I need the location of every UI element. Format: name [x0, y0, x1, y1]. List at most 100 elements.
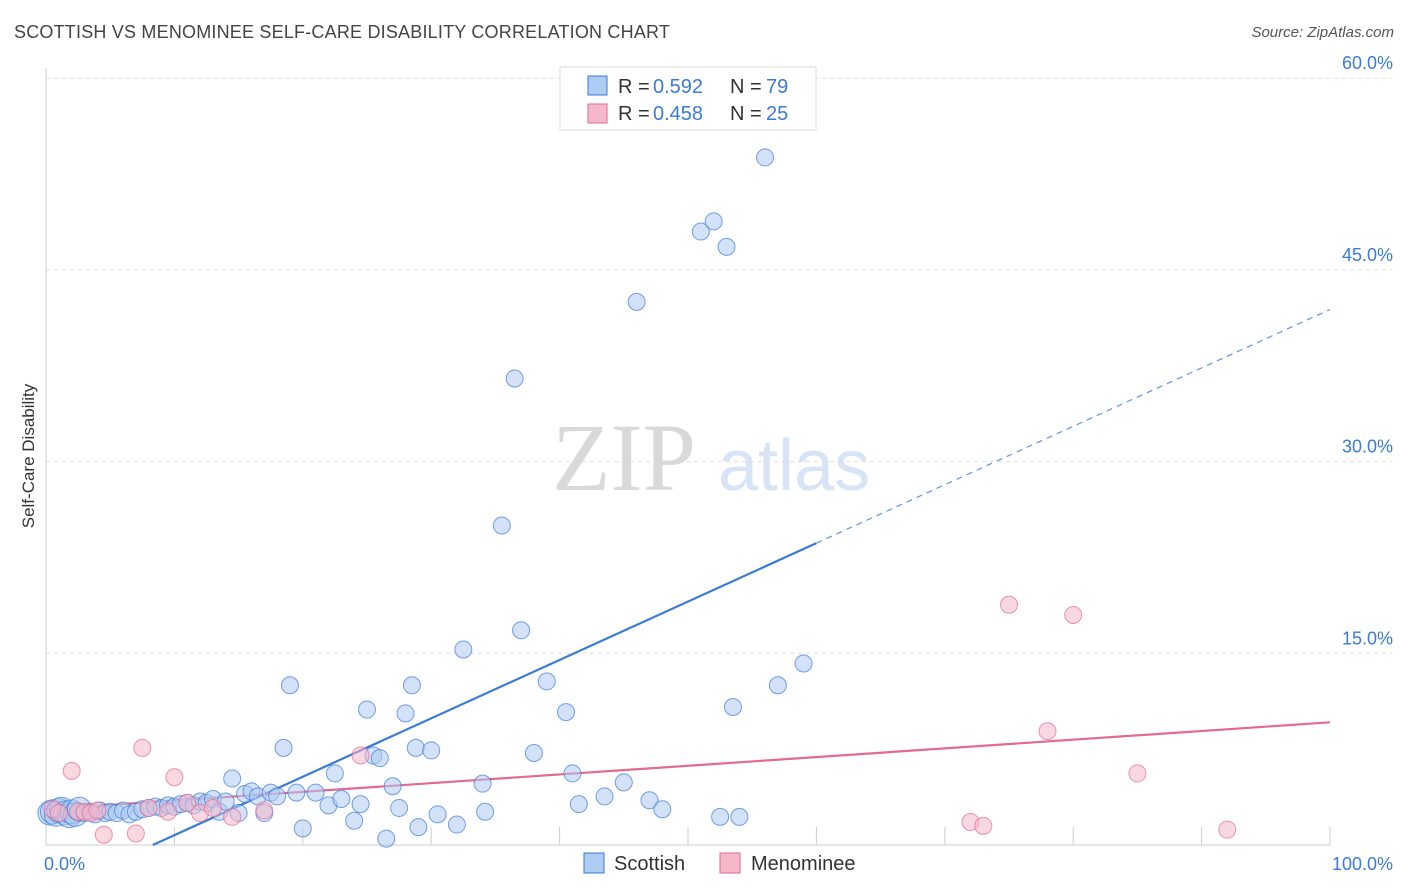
legend-bottom-label-scottish: Scottish [614, 853, 685, 875]
point-scottish-80 [653, 800, 672, 819]
point-menominee-18 [351, 746, 370, 765]
point-scottish-50 [345, 811, 364, 830]
point-scottish-72 [537, 672, 556, 691]
legend-menominee-r-label: R = [618, 103, 650, 125]
point-scottish-88 [768, 676, 787, 695]
point-scottish-74 [563, 764, 582, 783]
point-menominee-15 [203, 798, 222, 817]
point-menominee-2 [62, 761, 81, 780]
y-axis-label: Self-Care Disability [19, 383, 38, 528]
y-tick-label-1: 30.0% [1342, 437, 1393, 457]
point-scottish-63 [428, 805, 447, 824]
point-scottish-79 [640, 791, 659, 810]
legend-bottom-swatch-menominee [719, 852, 741, 874]
legend-stats: R = 0.592 N = 79 R = 0.458 N = 25 [559, 66, 817, 131]
point-scottish-85 [723, 697, 742, 716]
point-scottish-57 [390, 798, 409, 817]
data-points [37, 148, 1237, 848]
point-scottish-73 [557, 703, 576, 722]
point-scottish-89 [794, 654, 813, 673]
point-menominee-7 [94, 825, 113, 844]
point-menominee-12 [165, 768, 184, 787]
legend-bottom-swatch-scottish [583, 852, 605, 874]
point-scottish-45 [293, 819, 312, 838]
point-scottish-67 [476, 802, 495, 821]
point-scottish-70 [512, 621, 531, 640]
watermark-atlas: atlas [718, 426, 870, 506]
point-scottish-75 [569, 795, 588, 814]
x-tick-label-max: 100.0% [1332, 854, 1393, 874]
point-scottish-34 [223, 769, 242, 788]
trendline-scottish-extension [816, 308, 1331, 544]
point-menominee-20 [974, 816, 993, 835]
point-scottish-61 [409, 818, 428, 837]
point-scottish-81 [691, 222, 710, 241]
watermark-zip: ZIP [552, 404, 696, 511]
point-menominee-8 [126, 824, 145, 843]
point-scottish-71 [524, 743, 543, 762]
point-scottish-62 [422, 741, 441, 760]
point-scottish-65 [454, 640, 473, 659]
legend-bottom-label-menominee: Menominee [751, 853, 856, 875]
point-menominee-13 [178, 793, 197, 812]
legend-series: Scottish Menominee [583, 852, 856, 875]
x-tick-label-min: 0.0% [44, 854, 85, 874]
point-scottish-76 [595, 787, 614, 806]
point-scottish-59 [402, 676, 421, 695]
point-scottish-66 [473, 774, 492, 793]
legend-swatch-menominee [587, 103, 608, 124]
point-menominee-23 [1064, 605, 1083, 624]
point-scottish-78 [627, 292, 646, 311]
axes [45, 68, 1331, 846]
point-scottish-77 [614, 773, 633, 792]
point-menominee-17 [255, 801, 274, 820]
point-menominee-21 [1000, 595, 1018, 614]
point-scottish-41 [268, 787, 287, 806]
legend-scottish-r-value: 0.592 [653, 76, 703, 98]
y-tick-label-2: 45.0% [1342, 245, 1393, 265]
point-menominee-6 [88, 801, 107, 820]
y-tick-label-3: 60.0% [1342, 53, 1393, 73]
point-menominee-25 [1218, 820, 1237, 839]
point-menominee-10 [139, 798, 158, 817]
point-scottish-68 [492, 516, 511, 535]
tick-labels: 15.0% 30.0% 45.0% 60.0% 0.0% 100.0% [44, 53, 1393, 874]
point-scottish-52 [358, 700, 376, 719]
point-scottish-44 [287, 783, 306, 802]
legend-scottish-n-value: 79 [766, 76, 788, 98]
point-scottish-55 [377, 829, 396, 848]
gridlines [46, 77, 1392, 654]
point-scottish-84 [717, 237, 736, 256]
watermark: ZIP atlas [552, 404, 870, 511]
point-menominee-11 [158, 802, 177, 821]
source-label: Source: ZipAtlas.com [1251, 24, 1394, 41]
legend-scottish-r-label: R = [618, 76, 650, 98]
point-scottish-60 [406, 738, 425, 757]
point-scottish-56 [383, 777, 402, 796]
legend-menominee-r-value: 0.458 [653, 103, 703, 125]
point-menominee-9 [133, 738, 152, 757]
point-scottish-83 [711, 807, 730, 826]
point-scottish-82 [704, 212, 723, 231]
point-scottish-58 [396, 704, 415, 723]
legend-menominee-n-label: N = [730, 103, 762, 125]
point-scottish-43 [280, 676, 299, 695]
y-tick-label-0: 15.0% [1342, 628, 1393, 648]
legend-swatch-scottish [587, 75, 608, 96]
point-menominee-1 [49, 804, 68, 823]
point-scottish-87 [756, 148, 775, 167]
point-scottish-46 [306, 783, 325, 802]
point-menominee-16 [223, 807, 242, 826]
point-menominee-24 [1128, 764, 1147, 783]
legend-menominee-n-value: 25 [766, 103, 788, 125]
point-scottish-51 [351, 795, 370, 814]
point-menominee-22 [1038, 722, 1057, 741]
point-scottish-64 [447, 815, 466, 834]
point-scottish-48 [325, 764, 344, 783]
point-scottish-42 [274, 738, 293, 757]
point-scottish-54 [370, 749, 389, 768]
chart-title: SCOTTISH VS MENOMINEE SELF-CARE DISABILI… [14, 22, 671, 42]
point-scottish-86 [730, 807, 749, 826]
point-scottish-49 [332, 789, 351, 808]
